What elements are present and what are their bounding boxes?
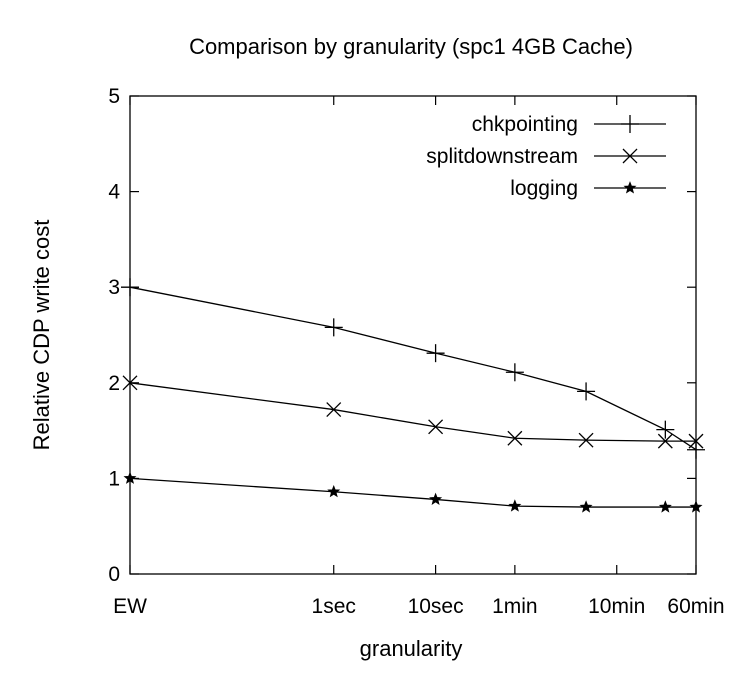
y-tick-label: 0 [108,563,120,586]
legend-label-chkpointing: chkpointing [472,113,578,136]
data-point-splitdownstream [122,375,138,391]
x-axis: EW 1sec 10sec 1min 10min 60min [113,96,725,618]
series-layer [121,278,705,513]
y-axis-label: Relative CDP write cost [29,220,54,451]
x-tick-label: 1sec [312,595,356,618]
data-point-logging [689,500,703,513]
data-point-chkpointing [505,363,524,382]
legend-marker-logging [623,181,637,194]
x-tick-label: 10min [588,595,645,618]
x-tick-label: 1min [492,595,538,618]
data-point-chkpointing [687,440,705,459]
y-tick-label: 1 [108,467,120,490]
data-point-splitdownstream [326,402,342,418]
data-point-splitdownstream [688,433,704,449]
data-point-splitdownstream [578,432,594,448]
series-splitdownstream [122,375,704,449]
data-point-splitdownstream [657,433,673,449]
x-tick-label: 10sec [408,595,464,618]
x-tick-label: 60min [667,595,724,618]
data-point-logging [508,499,522,512]
data-point-chkpointing [426,344,445,363]
legend-label-logging: logging [510,177,578,200]
data-point-chkpointing [324,318,343,337]
legend-marker-splitdownstream [622,148,638,164]
data-point-logging [658,500,672,513]
x-tick-label: EW [113,595,147,618]
data-point-chkpointing [121,278,139,297]
y-tick-label: 4 [108,181,120,204]
series-logging [123,471,703,513]
x-axis-label: granularity [360,636,463,661]
data-point-splitdownstream [507,430,523,446]
y-tick-label: 5 [108,85,120,108]
data-point-splitdownstream [428,419,444,435]
data-point-logging [327,484,341,498]
data-point-logging [429,492,443,505]
data-point-logging [579,500,593,513]
y-axis: 0 1 2 3 4 5 [108,85,696,586]
legend: chkpointing splitdownstream logging [426,113,666,200]
series-chkpointing [121,278,705,459]
series-line-logging [129,477,696,508]
legend-label-splitdownstream: splitdownstream [426,145,578,168]
y-tick-label: 3 [108,276,120,299]
data-point-chkpointing [656,420,675,439]
data-point-chkpointing [577,382,596,401]
data-point-logging [123,471,137,484]
plot-frame [129,95,697,575]
legend-marker-chkpointing [621,115,639,133]
chart-title: Comparison by granularity (spc1 4GB Cach… [189,34,633,59]
series-line-chkpointing [129,286,697,451]
y-tick-label: 2 [108,372,120,395]
series-line-splitdownstream [129,382,696,442]
